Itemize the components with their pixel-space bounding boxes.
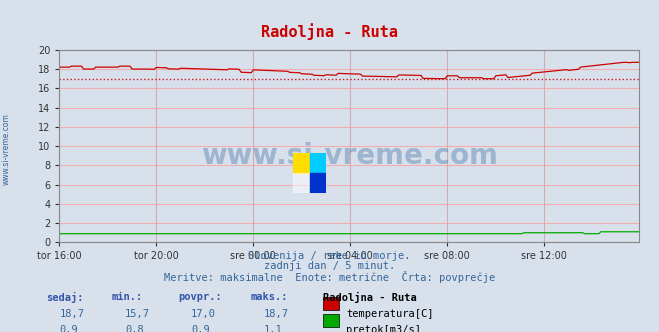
- Text: Radoljna - Ruta: Radoljna - Ruta: [261, 23, 398, 40]
- Text: min.:: min.:: [112, 292, 143, 302]
- Bar: [293, 173, 310, 193]
- Text: 15,7: 15,7: [125, 309, 150, 319]
- Text: pretok[m3/s]: pretok[m3/s]: [346, 325, 421, 332]
- Bar: [293, 153, 310, 173]
- Text: 18,7: 18,7: [59, 309, 84, 319]
- Text: 1,1: 1,1: [264, 325, 282, 332]
- Text: maks.:: maks.:: [250, 292, 288, 302]
- Text: 17,0: 17,0: [191, 309, 216, 319]
- Text: sedaj:: sedaj:: [46, 292, 84, 303]
- Text: www.si-vreme.com: www.si-vreme.com: [201, 142, 498, 170]
- Text: temperatura[C]: temperatura[C]: [346, 309, 434, 319]
- Text: Slovenija / reke in morje.: Slovenija / reke in morje.: [248, 251, 411, 261]
- Text: Radoljna - Ruta: Radoljna - Ruta: [323, 292, 416, 303]
- Text: www.si-vreme.com: www.si-vreme.com: [2, 114, 11, 185]
- Text: 18,7: 18,7: [264, 309, 289, 319]
- Text: 0,9: 0,9: [191, 325, 210, 332]
- Text: 0,9: 0,9: [59, 325, 78, 332]
- Bar: [310, 173, 326, 193]
- Text: povpr.:: povpr.:: [178, 292, 221, 302]
- Text: zadnji dan / 5 minut.: zadnji dan / 5 minut.: [264, 261, 395, 271]
- Bar: [310, 153, 326, 173]
- Text: 0,8: 0,8: [125, 325, 144, 332]
- Text: Meritve: maksimalne  Enote: metrične  Črta: povprečje: Meritve: maksimalne Enote: metrične Črta…: [164, 271, 495, 283]
